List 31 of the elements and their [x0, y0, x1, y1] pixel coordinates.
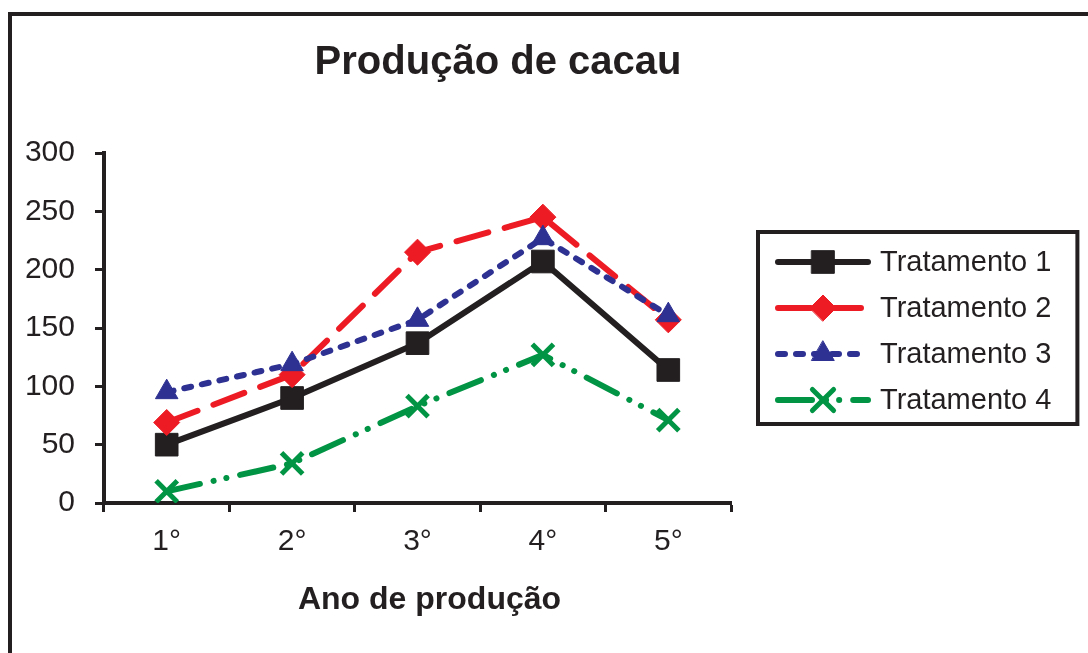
x-tick-label: 3° — [403, 523, 432, 557]
legend-label: Tratamento 2 — [880, 291, 1052, 323]
y-tick-label: 200 — [24, 250, 75, 284]
legend-label: Tratamento 4 — [880, 383, 1052, 415]
point — [404, 238, 431, 266]
point — [280, 386, 304, 410]
point — [153, 409, 181, 436]
y-tick-label: 250 — [24, 192, 75, 226]
x-tick-label: 1° — [152, 523, 182, 557]
y-tick-label: 50 — [41, 425, 75, 459]
legend-label: Tratamento 1 — [880, 245, 1052, 277]
x-tick-label: 5° — [653, 523, 683, 557]
point — [154, 432, 179, 457]
y-tick-label: 300 — [24, 134, 75, 168]
x-axis-title: Ano de produção — [297, 579, 562, 616]
point — [655, 407, 682, 434]
point — [153, 478, 180, 503]
y-tick-label: 100 — [24, 367, 75, 401]
y-tick-label: 0 — [58, 484, 75, 518]
x-tick-label: 4° — [528, 523, 558, 557]
point — [405, 331, 430, 355]
point — [656, 358, 681, 382]
legend-label: Tratamento 3 — [880, 337, 1052, 369]
point — [278, 450, 306, 477]
point — [529, 203, 557, 231]
point — [529, 341, 557, 368]
chart-title: Produção de cacau — [314, 38, 682, 83]
x-tick-label: 2° — [277, 523, 307, 557]
y-tick-label: 150 — [24, 309, 75, 343]
point — [531, 249, 555, 274]
point — [404, 393, 431, 420]
